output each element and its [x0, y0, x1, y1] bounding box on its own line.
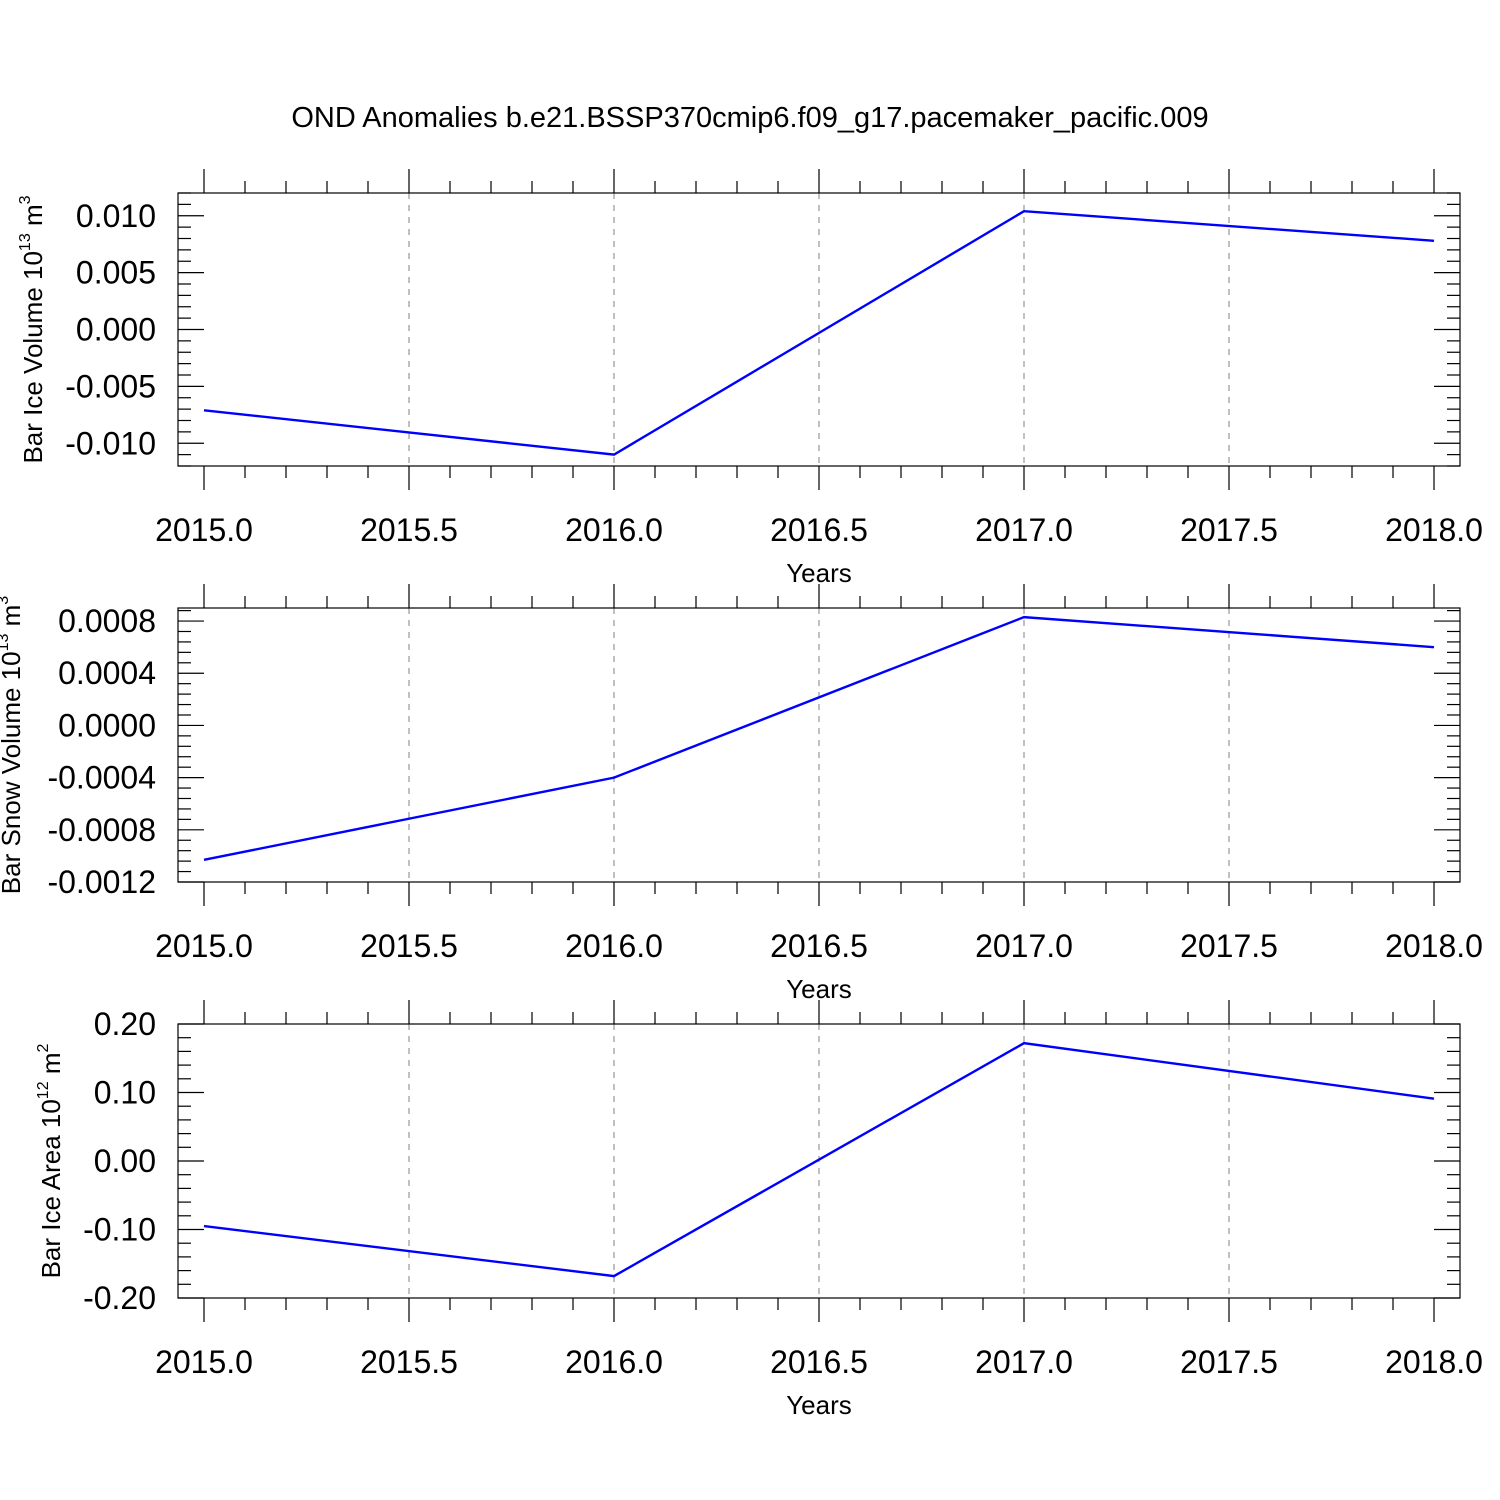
y-tick-label: 0.10	[94, 1075, 156, 1111]
x-tick-label: 2018.0	[1385, 1344, 1483, 1380]
x-tick-label: 2017.5	[1180, 512, 1278, 548]
y-tick-label: -0.005	[65, 368, 156, 404]
chart-panel-2: 2015.0 2015.5 2016.0 2016.5 2017.0 2017.5 2018…	[0, 584, 1483, 1004]
x-tick-label: 2016.0	[565, 512, 663, 548]
x-tick-label: 2016.0	[565, 1344, 663, 1380]
series-line	[203, 615, 1435, 861]
series-line	[203, 209, 1435, 456]
y-tick-label: 0.00	[94, 1143, 156, 1179]
x-tick-label: 2017.0	[975, 512, 1073, 548]
x-tick-label: 2016.5	[770, 928, 868, 964]
x-tick-label: 2015.5	[360, 928, 458, 964]
y-tick-label: -0.010	[65, 425, 156, 461]
x-tick-label: 2016.0	[565, 928, 663, 964]
y-tick-label: -0.10	[83, 1212, 156, 1248]
series-line	[203, 1041, 1435, 1278]
x-tick-label: 2015.5	[360, 512, 458, 548]
x-tick-label: 2015.5	[360, 1344, 458, 1380]
chart-panel-1: 2015.0 2015.5 2016.0 2016.5 2017.0 2017.5 2018…	[17, 169, 1483, 588]
x-tick-label: 2015.0	[155, 1344, 253, 1380]
x-axis-title: Years	[786, 558, 852, 588]
y-tick-label: -0.0008	[47, 812, 156, 848]
x-tick-label: 2018.0	[1385, 928, 1483, 964]
y-tick-label: 0.005	[76, 255, 156, 291]
x-axis-title: Years	[786, 1390, 852, 1420]
x-tick-label: 2017.0	[975, 928, 1073, 964]
y-tick-label: -0.20	[83, 1280, 156, 1316]
figure-title: OND Anomalies b.e21.BSSP370cmip6.f09_g17…	[291, 102, 1209, 134]
y-tick-label: -0.0012	[47, 864, 156, 900]
x-tick-label: 2016.5	[770, 1344, 868, 1380]
x-tick-label: 2017.0	[975, 1344, 1073, 1380]
y-tick-label: 0.0008	[58, 603, 156, 639]
y-tick-label: -0.0004	[47, 760, 156, 796]
x-tick-label: 2015.0	[155, 928, 253, 964]
y-tick-label: 0.20	[94, 1006, 156, 1042]
x-axis-title: Years	[786, 974, 852, 1004]
x-tick-label: 2017.5	[1180, 1344, 1278, 1380]
y-axis-title: Bar Ice Volume 1013 m3	[17, 195, 48, 463]
y-tick-label: 0.000	[76, 312, 156, 348]
x-tick-label: 2016.5	[770, 512, 868, 548]
y-tick-label: 0.010	[76, 198, 156, 234]
x-tick-label: 2018.0	[1385, 512, 1483, 548]
y-tick-label: 0.0000	[58, 707, 156, 743]
x-tick-label: 2017.5	[1180, 928, 1278, 964]
y-axis-title: Bar Snow Volume 1013 m3	[0, 596, 26, 895]
chart-panel-3: 2015.0 2015.5 2016.0 2016.5 2017.0 2017.5 2018…	[35, 1000, 1483, 1420]
y-axis-title: Bar Ice Area 1012 m2	[35, 1043, 66, 1278]
x-tick-label: 2015.0	[155, 512, 253, 548]
y-tick-label: 0.0004	[58, 655, 156, 691]
